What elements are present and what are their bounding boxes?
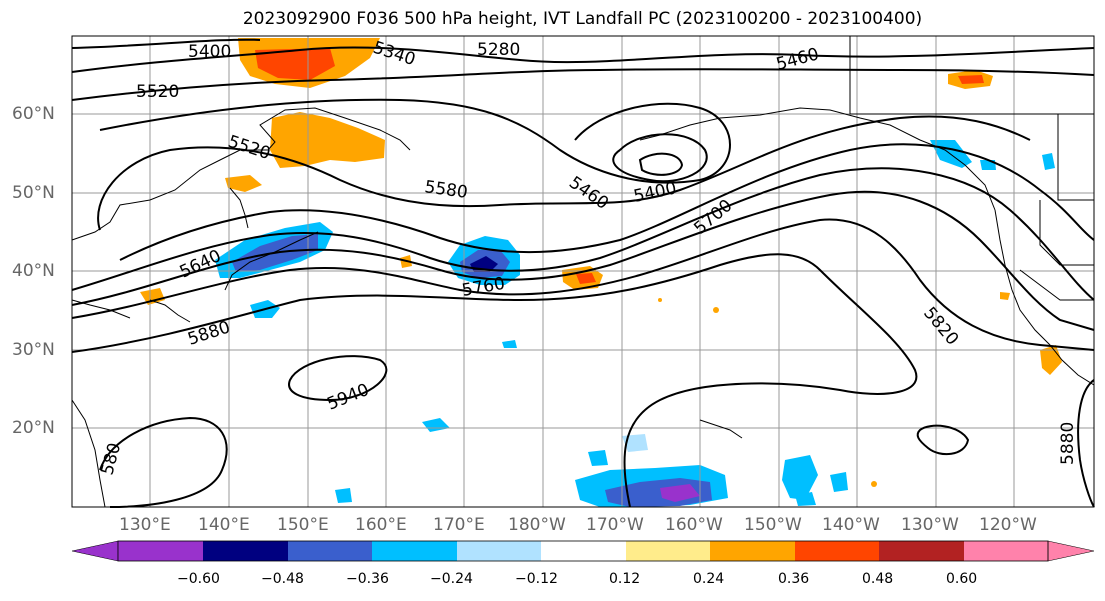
colorbar-tick-label: −0.12 xyxy=(515,571,558,587)
lon-label: 180°W xyxy=(508,515,566,535)
lon-label: 170°W xyxy=(586,515,644,535)
colorbar-tick-label: 0.60 xyxy=(946,571,978,587)
colorbar-extend-min xyxy=(71,540,119,562)
lon-label: 130°W xyxy=(901,515,959,535)
colorbar-swatch xyxy=(288,541,372,561)
figure-title: 2023092900 F036 500 hPa height, IVT Land… xyxy=(242,9,923,29)
lat-label: 50°N xyxy=(12,183,55,203)
colorbar-swatch xyxy=(964,541,1048,561)
contour-label: 5400 xyxy=(188,42,231,62)
height-contours xyxy=(71,38,1095,508)
colorbar-swatch xyxy=(710,541,795,561)
colorbar-extend-max xyxy=(1047,540,1095,562)
colorbar-tick-label: −0.24 xyxy=(430,571,473,587)
colorbar-tick-label: −0.36 xyxy=(346,571,389,587)
colorbar-tick-label: −0.48 xyxy=(261,571,304,587)
lon-label: 150°W xyxy=(744,515,802,535)
colorbar-swatch xyxy=(795,541,879,561)
colorbar-outline xyxy=(117,540,1049,562)
contour-label: 5280 xyxy=(477,40,520,60)
colorbar-swatch xyxy=(541,541,626,561)
colorbar-tick-label: 0.12 xyxy=(609,571,641,587)
colorbar-swatch xyxy=(118,541,203,561)
colorbar-swatch xyxy=(372,541,457,561)
lon-label: 160°E xyxy=(355,515,407,535)
colorbar-tick-label: 0.24 xyxy=(693,571,725,587)
lat-label: 20°N xyxy=(12,418,55,438)
lon-label: 140°W xyxy=(822,515,880,535)
map-frame xyxy=(71,35,1095,508)
colorbar-tick-label: 0.36 xyxy=(778,571,810,587)
colorbar-tick-label: −0.60 xyxy=(177,571,220,587)
lat-label: 40°N xyxy=(12,261,55,281)
lon-label: 120°W xyxy=(979,515,1037,535)
colorbar-tick-label: 0.48 xyxy=(862,571,894,587)
contour-label: 5520 xyxy=(136,82,179,102)
colorbar-swatch xyxy=(203,541,288,561)
lat-label: 60°N xyxy=(12,104,55,124)
lon-label: 130°E xyxy=(119,515,171,535)
lon-label: 160°W xyxy=(665,515,723,535)
colorbar xyxy=(71,540,1095,562)
coastlines xyxy=(71,36,1095,508)
lon-label: 170°E xyxy=(433,515,485,535)
colorbar-swatch xyxy=(879,541,964,561)
colorbar-swatch xyxy=(626,541,710,561)
lon-label: 140°E xyxy=(198,515,250,535)
lat-label: 30°N xyxy=(12,340,55,360)
contour-label: 5880 xyxy=(1058,422,1078,465)
colorbar-swatch xyxy=(457,541,541,561)
lon-label: 150°E xyxy=(277,515,329,535)
